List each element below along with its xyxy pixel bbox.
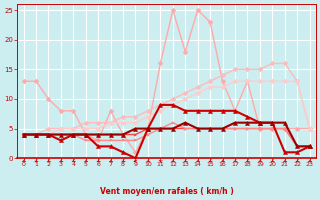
X-axis label: Vent moyen/en rafales ( km/h ): Vent moyen/en rafales ( km/h ) xyxy=(100,187,234,196)
